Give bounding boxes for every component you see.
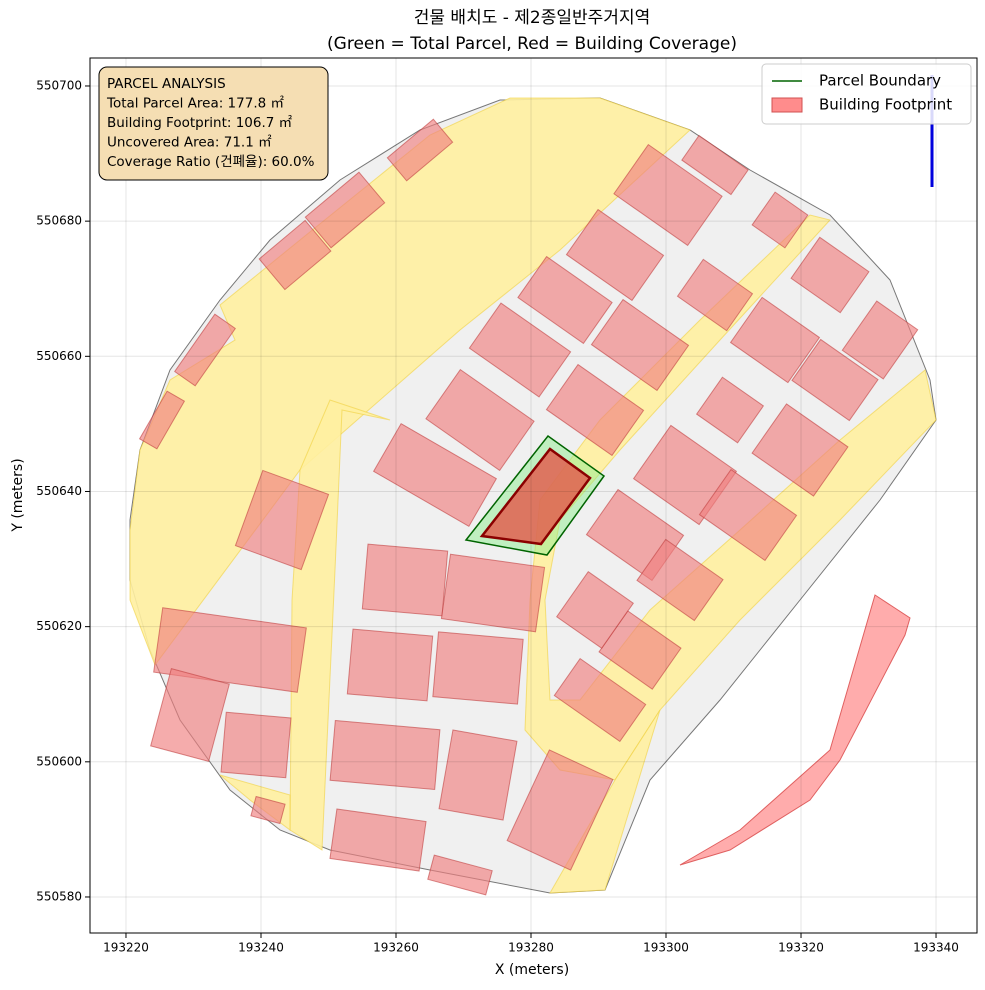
axes-frame <box>89 57 978 934</box>
annotation-line: Building Footprint: 106.7 ㎡ <box>107 115 293 131</box>
building <box>250 795 286 825</box>
building <box>565 208 665 302</box>
y-tick-label: 550680 <box>36 214 82 228</box>
x-tick-label: 193260 <box>373 941 419 955</box>
annotation-line: Coverage Ratio (건폐율): 60.0% <box>107 154 315 170</box>
annotation-line: Total Parcel Area: 177.8 ㎡ <box>106 96 284 112</box>
x-tick-label: 193320 <box>778 941 824 955</box>
building <box>545 363 645 457</box>
legend-label: Building Footprint <box>819 96 952 114</box>
building <box>468 302 572 398</box>
building <box>425 368 535 472</box>
building <box>791 338 879 422</box>
building <box>695 376 765 444</box>
building <box>636 538 724 622</box>
building <box>751 403 849 497</box>
building <box>329 719 441 791</box>
y-tick-label: 550700 <box>36 78 82 92</box>
building <box>173 313 237 387</box>
building <box>590 298 690 392</box>
chart-title: 건물 배치도 - 제2종일반주거지역 <box>414 8 650 28</box>
building <box>427 854 493 896</box>
map <box>129 97 937 896</box>
building <box>386 118 454 182</box>
building <box>361 543 449 617</box>
x-tick-label: 193340 <box>913 941 959 955</box>
building-footprint <box>479 447 592 546</box>
x-tick-label: 193300 <box>643 941 689 955</box>
building <box>438 729 518 821</box>
building <box>138 390 186 450</box>
annotation-line: PARCEL ANALYSIS <box>107 76 226 92</box>
building <box>372 423 498 527</box>
chart-subtitle: (Green = Total Parcel, Red = Building Co… <box>327 34 737 54</box>
y-tick-label: 550640 <box>36 484 82 498</box>
y-tick-label: 550620 <box>36 619 82 633</box>
building <box>553 657 647 743</box>
building <box>150 667 230 763</box>
building <box>729 296 821 384</box>
y-tick-label: 550660 <box>36 349 82 363</box>
x-tick-label: 193280 <box>508 941 554 955</box>
building <box>234 469 330 571</box>
y-tick-label: 550580 <box>36 889 82 903</box>
building <box>676 258 754 332</box>
building <box>698 468 798 562</box>
building <box>556 571 634 649</box>
building <box>506 749 614 871</box>
building <box>329 808 427 872</box>
y-tick-label: 550600 <box>36 754 82 768</box>
x-tick-label: 193220 <box>103 941 149 955</box>
building <box>346 628 434 702</box>
building <box>681 134 749 196</box>
legend-swatch <box>771 97 803 113</box>
building <box>841 300 919 380</box>
x-tick-label: 193240 <box>238 941 284 955</box>
building <box>679 594 911 866</box>
building <box>220 711 292 779</box>
y-axis-label: Y (meters) <box>10 458 26 532</box>
building <box>153 607 307 693</box>
x-axis-label: X (meters) <box>495 962 569 978</box>
building <box>432 631 524 705</box>
annotation-line: Uncovered Area: 71.1 ㎡ <box>107 135 272 151</box>
building <box>751 191 809 249</box>
building <box>517 255 613 345</box>
building <box>258 219 332 291</box>
building <box>613 143 723 247</box>
legend-box <box>761 63 972 125</box>
annotation-box <box>98 66 329 181</box>
building <box>440 553 546 633</box>
legend-label: Parcel Boundary <box>819 72 941 90</box>
building <box>790 236 870 314</box>
building <box>304 171 386 249</box>
